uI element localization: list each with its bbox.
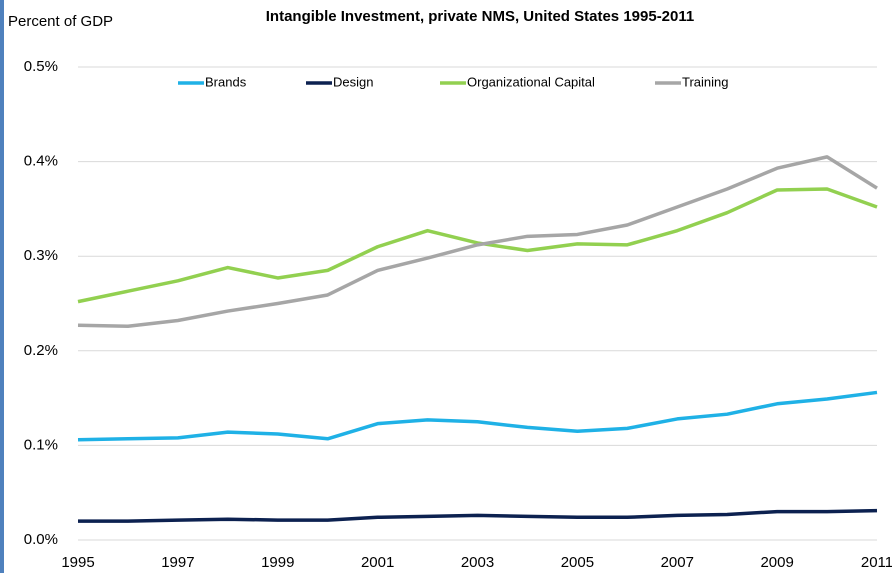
y-tick-label: 0.4% <box>24 153 58 170</box>
x-tick-label: 2007 <box>661 554 694 571</box>
x-tick-label: 2003 <box>461 554 494 571</box>
x-tick-label: 1999 <box>261 554 294 571</box>
y-tick-label: 0.2% <box>24 342 58 359</box>
edge-strip <box>0 0 4 573</box>
y-tick-label: 0.3% <box>24 247 58 264</box>
x-tick-label: 2009 <box>760 554 793 571</box>
y-tick-label: 0.1% <box>24 436 58 453</box>
x-tick-label: 1995 <box>61 554 94 571</box>
series-line <box>77 187 878 304</box>
legend-label: Brands <box>205 74 247 89</box>
x-tick-label: 2001 <box>361 554 394 571</box>
chart-title: Intangible Investment, private NMS, Unit… <box>266 8 694 25</box>
series-line <box>78 508 878 523</box>
x-tick-label: 2011 <box>861 554 892 571</box>
legend-label: Design <box>333 74 373 89</box>
series-line <box>77 155 878 328</box>
x-tick-label: 2005 <box>561 554 594 571</box>
series-line <box>77 390 878 442</box>
y-tick-label: 0.5% <box>24 58 58 75</box>
y-tick-label: 0.0% <box>24 531 58 548</box>
legend-label: Training <box>682 74 728 89</box>
x-tick-label: 1997 <box>161 554 194 571</box>
y-axis-label: Percent of GDP <box>8 13 113 30</box>
legend-label: Organizational Capital <box>467 74 595 89</box>
